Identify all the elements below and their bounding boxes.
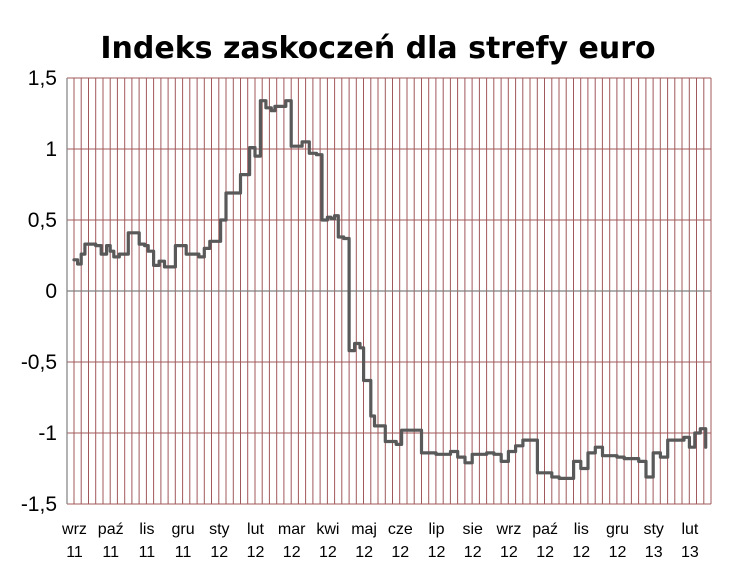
x-tick-year: 11	[139, 544, 156, 561]
x-tick-month: sie	[462, 521, 483, 538]
x-tick-month: lut	[681, 521, 698, 538]
x-tick-year: 12	[428, 544, 446, 561]
y-axis-ticks: 1,5 1 0,5 0 -0,5 -1 -1,5	[21, 67, 57, 516]
x-tick-year: 13	[681, 544, 699, 561]
x-axis-ticks: wrz 11 paź 11 lis 11 gru 11 sty 12 lut 12 mar 12 kwi 12…	[61, 521, 699, 561]
x-tick-month: maj	[351, 521, 377, 538]
x-tick-year: 12	[391, 544, 409, 561]
x-tick-month: lis	[574, 521, 589, 538]
y-tick-label: 1	[45, 138, 57, 161]
x-tick-month: mar	[278, 521, 306, 538]
x-tick-month: sty	[643, 521, 663, 538]
x-tick-year: 12	[355, 544, 373, 561]
x-tick-year: 13	[645, 544, 663, 561]
x-tick-month: sty	[209, 521, 229, 538]
x-tick-year: 12	[283, 544, 301, 561]
x-tick-month: wrz	[495, 521, 521, 538]
x-tick-month: kwi	[316, 521, 339, 538]
y-tick-label: 0	[45, 280, 57, 303]
series-line	[72, 99, 708, 480]
y-tick-label: -1	[38, 422, 57, 445]
x-tick-year: 12	[609, 544, 627, 561]
x-tick-year: 12	[464, 544, 482, 561]
y-tick-label: 1,5	[28, 67, 57, 90]
y-tick-label: -1,5	[21, 493, 57, 516]
x-tick-year: 11	[175, 544, 192, 561]
y-tick-label: -0,5	[21, 351, 57, 374]
x-tick-year: 12	[500, 544, 518, 561]
x-tick-month: gru	[606, 521, 629, 538]
x-tick-month: paź	[98, 521, 124, 538]
x-tick-year: 11	[102, 544, 119, 561]
x-tick-month: wrz	[61, 521, 87, 538]
x-tick-year: 11	[66, 544, 83, 561]
x-tick-year: 12	[572, 544, 590, 561]
x-tick-year: 12	[210, 544, 228, 561]
series-group	[72, 99, 708, 480]
x-tick-month: lis	[139, 521, 154, 538]
chart-title: Indeks zaskoczeń dla strefy euro	[100, 31, 655, 66]
y-tick-label: 0,5	[28, 209, 57, 232]
x-tick-month: paź	[532, 521, 558, 538]
x-tick-year: 12	[247, 544, 265, 561]
x-tick-month: lip	[428, 521, 444, 538]
x-tick-month: cze	[388, 521, 413, 538]
x-tick-year: 12	[319, 544, 337, 561]
x-tick-year: 12	[536, 544, 554, 561]
axes	[66, 78, 711, 504]
x-tick-month: lut	[247, 521, 264, 538]
x-tick-month: gru	[172, 521, 195, 538]
